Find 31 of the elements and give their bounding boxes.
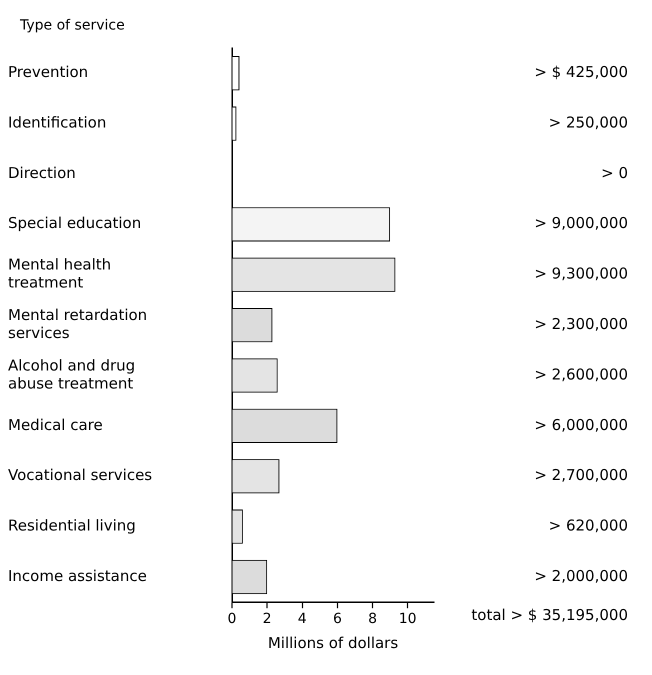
y-tick-label: Prevention bbox=[8, 63, 88, 82]
y-tick-label: Alcohol and drug abuse treatment bbox=[8, 356, 136, 392]
x-tick-label: 10 bbox=[398, 611, 417, 628]
x-tick-label: 8 bbox=[368, 611, 377, 628]
data-label: > 2,300,000 bbox=[534, 314, 628, 333]
x-axis-title: Millions of dollars bbox=[268, 634, 398, 652]
data-label: > 2,600,000 bbox=[534, 365, 628, 384]
x-tick-label: 0 bbox=[228, 611, 236, 628]
y-tick-label: Medical care bbox=[8, 416, 103, 434]
y-tick-label: Mental health treatment bbox=[8, 256, 112, 292]
data-label: > 6,000,000 bbox=[534, 416, 628, 434]
data-label: > 2,700,000 bbox=[534, 466, 628, 484]
x-tick-label: 2 bbox=[262, 611, 272, 628]
data-label: > 620,000 bbox=[548, 516, 628, 535]
x-tick-label: 6 bbox=[332, 611, 342, 628]
y-tick-label: Special education bbox=[8, 214, 142, 232]
y-tick-label: Direction bbox=[8, 164, 76, 182]
data-label: > 2,000,000 bbox=[534, 566, 628, 585]
y-tick-label: Vocational services bbox=[8, 466, 152, 484]
data-label: > 9,000,000 bbox=[534, 214, 628, 232]
data-label: > 250,000 bbox=[548, 113, 628, 132]
data-label: > 0 bbox=[601, 164, 628, 182]
y-tick-label: Income assistance bbox=[8, 566, 147, 585]
y-tick-label: Mental retardation services bbox=[8, 306, 148, 342]
y-tick-label: Identification bbox=[8, 113, 106, 132]
y-tick-label: Residential living bbox=[8, 516, 136, 535]
data-label: > 9,300,000 bbox=[534, 264, 628, 283]
data-label: > $ 425,000 bbox=[534, 63, 628, 82]
y-axis-title: Type of service bbox=[19, 18, 125, 34]
x-tick-label: 4 bbox=[298, 611, 307, 628]
text: total > $ 35,195,000 bbox=[471, 606, 628, 624]
